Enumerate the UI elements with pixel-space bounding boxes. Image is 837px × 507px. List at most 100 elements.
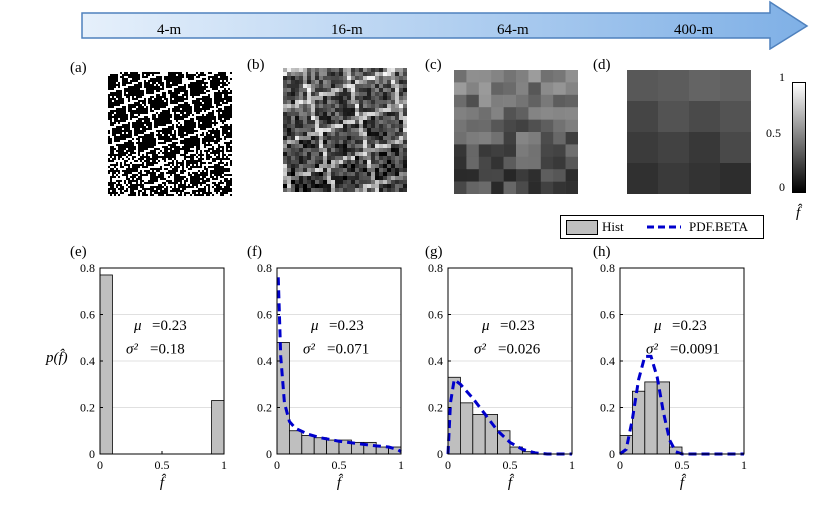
map-pixel bbox=[303, 168, 308, 173]
map-pixel bbox=[212, 110, 215, 113]
map-pixel bbox=[146, 118, 149, 121]
map-pixel bbox=[315, 132, 320, 137]
map-pixel bbox=[196, 76, 199, 79]
map-pixel bbox=[303, 176, 308, 181]
map-pixel bbox=[339, 112, 344, 117]
map-pixel bbox=[190, 96, 193, 99]
map-pixel bbox=[158, 90, 161, 93]
map-pixel bbox=[371, 168, 376, 173]
map-pixel bbox=[403, 68, 407, 73]
map-pixel bbox=[315, 72, 320, 77]
map-pixel bbox=[226, 126, 229, 129]
map-pixel bbox=[134, 168, 137, 171]
map-pixel bbox=[146, 156, 149, 159]
map-pixel bbox=[395, 144, 400, 149]
map-pixel bbox=[190, 128, 193, 131]
map-pixel bbox=[355, 176, 360, 181]
map-pixel bbox=[122, 94, 125, 97]
map-pixel bbox=[176, 178, 179, 181]
map-pixel bbox=[383, 128, 388, 133]
map-pixel bbox=[359, 164, 364, 169]
map-pixel bbox=[112, 124, 115, 127]
map-pixel bbox=[395, 68, 400, 73]
map-pixel bbox=[108, 122, 111, 125]
map-pixel bbox=[158, 140, 161, 143]
map-pixel bbox=[182, 140, 185, 143]
map-pixel bbox=[190, 162, 193, 165]
map-pixel bbox=[180, 160, 183, 163]
map-pixel bbox=[142, 86, 145, 89]
map-pixel bbox=[140, 138, 143, 141]
map-pixel bbox=[108, 80, 111, 83]
map-pixel bbox=[144, 86, 147, 89]
map-pixel bbox=[196, 170, 199, 173]
map-pixel bbox=[138, 168, 141, 171]
map-pixel bbox=[478, 94, 492, 108]
map-pixel bbox=[116, 92, 119, 95]
map-pixel bbox=[126, 104, 129, 107]
map-pixel bbox=[136, 130, 139, 133]
map-pixel bbox=[220, 118, 223, 121]
map-pixel bbox=[212, 186, 215, 189]
map-pixel bbox=[172, 74, 175, 77]
map-pixel bbox=[156, 146, 159, 149]
map-pixel bbox=[182, 102, 185, 105]
map-pixel bbox=[395, 136, 400, 141]
map-pixel bbox=[186, 182, 189, 185]
map-pixel bbox=[230, 130, 232, 133]
map-pixel bbox=[158, 72, 161, 75]
map-pixel bbox=[188, 124, 191, 127]
map-pixel bbox=[116, 154, 119, 157]
map-pixel bbox=[226, 82, 229, 85]
map-pixel bbox=[164, 74, 167, 77]
map-pixel bbox=[343, 100, 348, 105]
map-pixel bbox=[186, 94, 189, 97]
map-pixel bbox=[319, 164, 324, 169]
map-pixel bbox=[216, 76, 219, 79]
map-pixel bbox=[146, 164, 149, 167]
map-pixel bbox=[355, 188, 360, 192]
map-pixel bbox=[118, 176, 121, 179]
map-pixel bbox=[283, 96, 288, 101]
map-pixel bbox=[222, 114, 225, 117]
map-pixel bbox=[287, 176, 292, 181]
map-pixel bbox=[192, 106, 195, 109]
map-pixel bbox=[136, 92, 139, 95]
map-pixel bbox=[383, 116, 388, 121]
map-pixel bbox=[224, 82, 227, 85]
map-pixel bbox=[168, 118, 171, 121]
map-pixel bbox=[124, 132, 127, 135]
map-pixel bbox=[140, 172, 143, 175]
map-pixel bbox=[156, 110, 159, 113]
map-pixel bbox=[194, 188, 197, 191]
map-pixel bbox=[160, 110, 163, 113]
map-pixel bbox=[182, 112, 185, 115]
map-pixel bbox=[204, 134, 207, 137]
map-pixel bbox=[210, 134, 213, 137]
map-pixel bbox=[307, 148, 312, 153]
map-pixel bbox=[208, 174, 211, 177]
map-pixel bbox=[162, 88, 165, 91]
map-pixel bbox=[174, 156, 177, 159]
map-pixel bbox=[132, 72, 135, 75]
map-pixel bbox=[331, 180, 336, 185]
map-pixel bbox=[206, 140, 209, 143]
map-pixel bbox=[192, 92, 195, 95]
map-pixel bbox=[164, 152, 167, 155]
map-pixel bbox=[128, 156, 131, 159]
map-pixel bbox=[224, 132, 227, 135]
map-pixel bbox=[148, 82, 151, 85]
map-pixel bbox=[170, 124, 173, 127]
map-pixel bbox=[120, 126, 123, 129]
map-pixel bbox=[194, 176, 197, 179]
map-pixel bbox=[216, 186, 219, 189]
map-pixel bbox=[222, 126, 225, 129]
map-pixel bbox=[142, 120, 145, 123]
map-pixel bbox=[391, 188, 396, 192]
map-pixel bbox=[222, 128, 225, 131]
map-pixel bbox=[122, 160, 125, 163]
map-pixel bbox=[210, 76, 213, 79]
map-pixel bbox=[134, 122, 137, 125]
map-pixel bbox=[226, 118, 229, 121]
map-pixel bbox=[210, 148, 213, 151]
